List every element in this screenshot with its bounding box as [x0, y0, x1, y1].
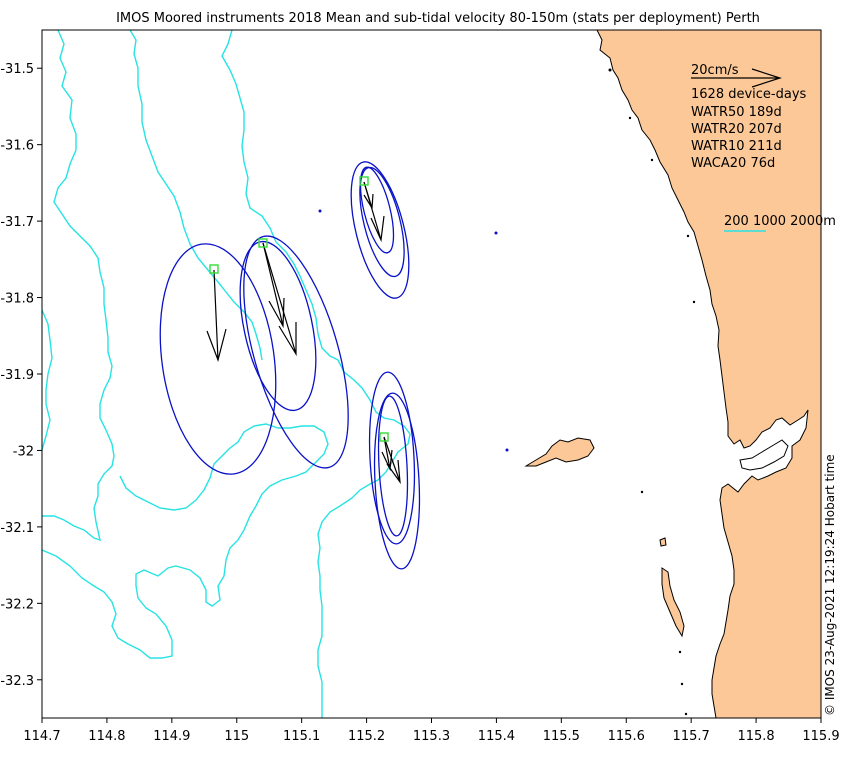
y-tick-label: -32	[13, 444, 34, 459]
device-days: 1628 device-days	[691, 87, 807, 102]
legend-site-4: WACA20 76d	[691, 156, 775, 171]
y-tick-label: -31.7	[0, 215, 34, 230]
site-watr10	[359, 176, 369, 186]
small-island	[659, 537, 667, 547]
legend: 20cm/s 1628 device-days WATR50 189d WATR…	[691, 63, 836, 232]
ellipse-watr10-a	[350, 161, 410, 299]
legend-site-3: WATR10 211d	[691, 139, 782, 154]
site-waca20	[379, 432, 389, 442]
map-title: IMOS Moored instruments 2018 Mean and su…	[116, 11, 760, 26]
garden-island	[661, 567, 685, 638]
coastal-rocks	[608, 68, 696, 716]
velocity-arrows	[206, 181, 401, 485]
y-tick-label: -31.5	[0, 62, 34, 77]
legend-site-2: WATR20 207d	[691, 122, 782, 137]
rottnest-island	[524, 437, 595, 467]
x-tick-label: 115.9	[802, 729, 839, 744]
land-mainland	[596, 30, 821, 718]
ellipse-waca20-b	[373, 392, 421, 570]
x-tick-label: 115.6	[608, 729, 645, 744]
ellipse-waca20-a	[368, 371, 416, 545]
x-tick-label: 115.2	[348, 729, 385, 744]
ellipse-watr20-b	[243, 235, 349, 469]
arrow-watr20-b	[262, 242, 297, 357]
site-watr20	[258, 238, 268, 248]
x-axis: 114.7 114.8 114.9 115 115.1 115.2 115.3 115.4 11…	[23, 718, 840, 744]
y-tick-label: -32.2	[0, 597, 34, 612]
x-tick-label: 115.7	[673, 729, 710, 744]
variance-ellipses	[159, 161, 421, 570]
y-tick-label: -32.1	[0, 521, 34, 536]
x-tick-label: 114.9	[153, 729, 190, 744]
x-tick-label: 114.8	[88, 729, 125, 744]
x-tick-label: 115.8	[737, 729, 774, 744]
x-tick-label: 115.4	[478, 729, 515, 744]
x-tick-label: 115.3	[413, 729, 450, 744]
x-tick-label: 114.7	[23, 729, 60, 744]
legend-site-1: WATR50 189d	[691, 105, 782, 120]
scale-arrow	[691, 68, 782, 88]
y-axis: -31.5 -31.6 -31.7 -31.8 -31.9 -32 -32.1 -32.2 -3…	[0, 62, 42, 689]
y-tick-label: -31.8	[0, 292, 34, 307]
arrow-waca20-b	[383, 436, 401, 485]
arrow-watr10-b	[363, 181, 385, 243]
isobath-label: 200 1000 2000m	[724, 214, 836, 229]
inlet	[739, 439, 789, 471]
ellipse-waca20-c	[377, 395, 409, 537]
arrow-watr20-a	[262, 242, 285, 329]
isobaths	[42, 30, 411, 718]
ellipse-watr10-c	[359, 166, 395, 254]
y-tick-label: -31.6	[0, 139, 34, 154]
x-tick-label: 115.5	[543, 729, 580, 744]
y-tick-label: -31.9	[0, 368, 34, 383]
site-watr50	[209, 264, 219, 274]
x-tick-label: 115	[224, 729, 249, 744]
copyright-note: © IMOS 23-Aug-2021 12:19:24 Hobart time	[823, 454, 837, 716]
arrow-watr50	[206, 269, 227, 362]
ellipse-watr20-a	[239, 240, 317, 412]
ellipse-watr50	[159, 243, 277, 475]
x-tick-label: 115.1	[283, 729, 320, 744]
blue-dots	[318, 209, 509, 452]
scale-label: 20cm/s	[691, 63, 739, 78]
site-markers	[209, 176, 389, 442]
y-tick-label: -32.3	[0, 674, 34, 689]
